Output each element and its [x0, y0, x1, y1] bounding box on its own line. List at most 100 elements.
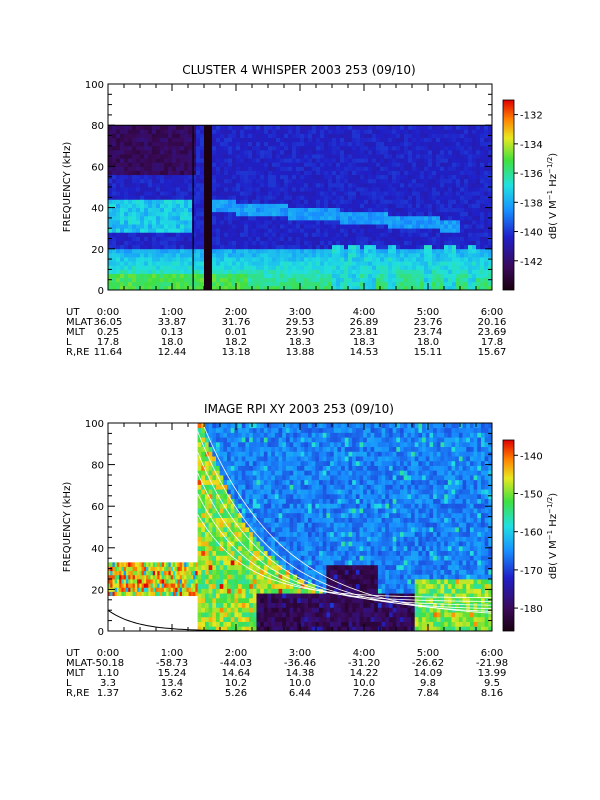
- heatmap-cell: [112, 219, 117, 225]
- heatmap-cell: [460, 129, 465, 134]
- heatmap-cell: [340, 191, 345, 196]
- heatmap-cell: [204, 178, 209, 184]
- heatmap-cell: [332, 187, 337, 192]
- heatmap-cell: [180, 219, 185, 225]
- heatmap-cell: [192, 191, 197, 196]
- heatmap-cell: [152, 281, 157, 287]
- heatmap-cell: [224, 281, 229, 287]
- heatmap-cell: [232, 232, 237, 237]
- heatmap-cell: [197, 503, 202, 509]
- heatmap-cell: [124, 228, 129, 233]
- heatmap-cell: [276, 174, 281, 180]
- heatmap-cell: [140, 199, 145, 204]
- heatmap-cell: [284, 129, 289, 134]
- heatmap-cell: [332, 166, 337, 171]
- heatmap-cell: [160, 244, 165, 250]
- heatmap-cell: [360, 182, 365, 188]
- heatmap-cell: [238, 446, 243, 452]
- heatmap-cell: [128, 162, 133, 167]
- heatmap-cell: [364, 224, 369, 229]
- heatmap-cell: [170, 583, 174, 588]
- heatmap-cell: [216, 137, 221, 143]
- heatmap-cell: [456, 145, 461, 151]
- heatmap-cell: [436, 261, 441, 266]
- heatmap-cell: [132, 587, 136, 592]
- heatmap-cell: [400, 125, 405, 130]
- heatmap-cell: [136, 141, 141, 147]
- heatmap-cell: [192, 129, 197, 134]
- heatmap-cell: [188, 257, 193, 262]
- heatmap-cell: [208, 141, 213, 147]
- heatmap-cell: [400, 174, 405, 180]
- heatmap-cell: [236, 195, 241, 200]
- heatmap-cell: [360, 257, 365, 262]
- heatmap-cell: [148, 215, 153, 221]
- heatmap-cell: [164, 570, 167, 576]
- heatmap-cell: [208, 583, 213, 589]
- heatmap-cell: [224, 145, 229, 151]
- heatmap-cell: [224, 224, 229, 229]
- heatmap-cell: [384, 174, 389, 180]
- heatmap-cell: [219, 616, 224, 622]
- heatmap-cell: [204, 207, 209, 213]
- heatmap-cell: [121, 570, 125, 576]
- heatmap-cell: [372, 203, 377, 208]
- heatmap-cell: [176, 244, 181, 250]
- heatmap-cell: [368, 158, 373, 163]
- heatmap-cell: [121, 591, 125, 597]
- heatmap-cell: [368, 224, 373, 229]
- heatmap-cell: [168, 570, 172, 576]
- heatmap-cell: [424, 199, 429, 204]
- heatmap-cell: [316, 170, 321, 176]
- heatmap-cell: [388, 269, 393, 274]
- heatmap-cell: [192, 261, 197, 266]
- heatmap-cell: [460, 137, 465, 143]
- heatmap-cell: [408, 269, 413, 274]
- heatmap-cell: [144, 149, 149, 155]
- heatmap-cell: [193, 587, 196, 592]
- heatmap-cell: [219, 583, 224, 589]
- heatmap-cell: [152, 285, 157, 291]
- heatmap-cell: [195, 587, 198, 592]
- heatmap-cell: [412, 174, 417, 180]
- heatmap-cell: [241, 531, 246, 537]
- heatmap-cell: [468, 219, 473, 225]
- heatmap-cell: [223, 475, 228, 481]
- heatmap-cell: [234, 432, 239, 438]
- heatmap-cell: [157, 591, 160, 597]
- heatmap-cell: [252, 224, 257, 229]
- heatmap-cell: [220, 133, 225, 138]
- heatmap-cell: [316, 133, 321, 138]
- heatmap-cell: [204, 215, 209, 221]
- heatmap-cell: [155, 583, 158, 588]
- heatmap-cell: [156, 203, 161, 208]
- heatmap-cell: [164, 224, 169, 229]
- heatmap-cell: [288, 166, 293, 171]
- heatmap-cell: [312, 199, 317, 204]
- heatmap-cell: [148, 261, 153, 266]
- heatmap-cell: [352, 199, 357, 204]
- heatmap-cell: [488, 191, 493, 196]
- heatmap-cell: [208, 579, 213, 585]
- heatmap-cell: [156, 211, 161, 217]
- heatmap-cell: [292, 261, 297, 266]
- heatmap-cell: [364, 137, 369, 143]
- heatmap-cell: [436, 232, 441, 237]
- heatmap-cell: [175, 574, 178, 580]
- heatmap-cell: [488, 158, 493, 163]
- heatmap-cell: [368, 236, 373, 241]
- heatmap-cell: [230, 626, 235, 632]
- heatmap-cell: [264, 158, 269, 163]
- heatmap-cell: [392, 252, 397, 258]
- heatmap-cell: [260, 261, 265, 266]
- heatmap-cell: [176, 125, 181, 130]
- heatmap-cell: [384, 240, 389, 246]
- heatmap-cell: [180, 232, 185, 237]
- heatmap-cell: [172, 170, 177, 176]
- heatmap-cell: [312, 228, 317, 233]
- heatmap-cell: [336, 269, 341, 274]
- heatmap-cell: [108, 187, 113, 192]
- heatmap-cell: [200, 277, 205, 283]
- heatmap-cell: [244, 133, 249, 138]
- heatmap-cell: [188, 129, 193, 134]
